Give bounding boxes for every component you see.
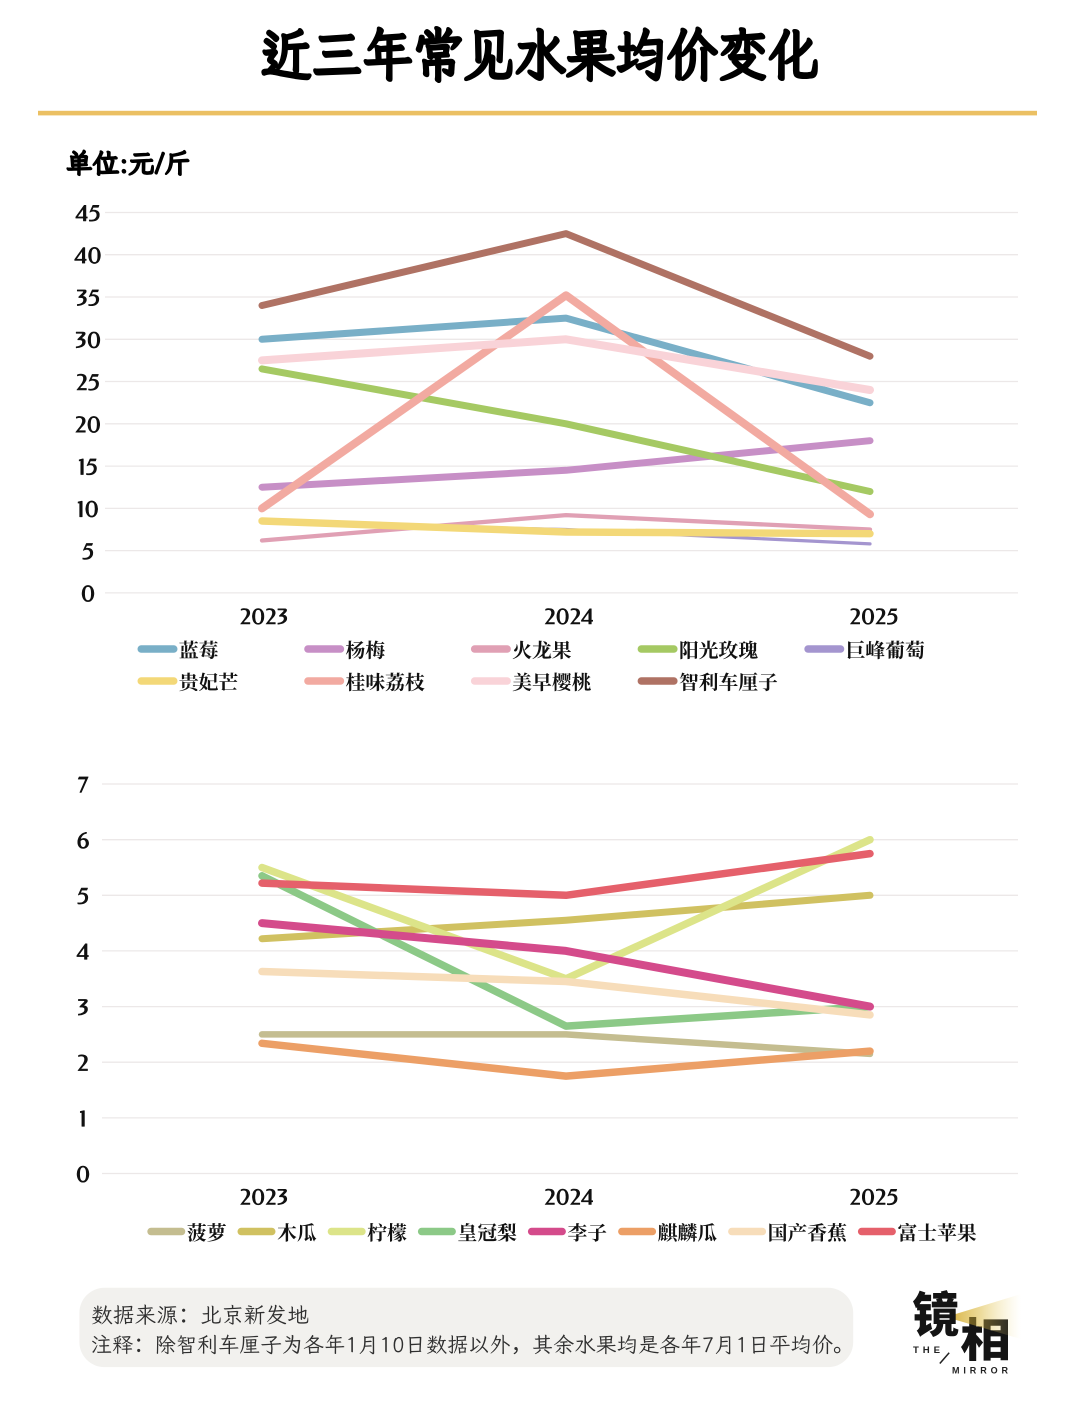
svg-text:THE: THE <box>913 1345 944 1356</box>
svg-text:MIRROR: MIRROR <box>952 1366 1012 1376</box>
